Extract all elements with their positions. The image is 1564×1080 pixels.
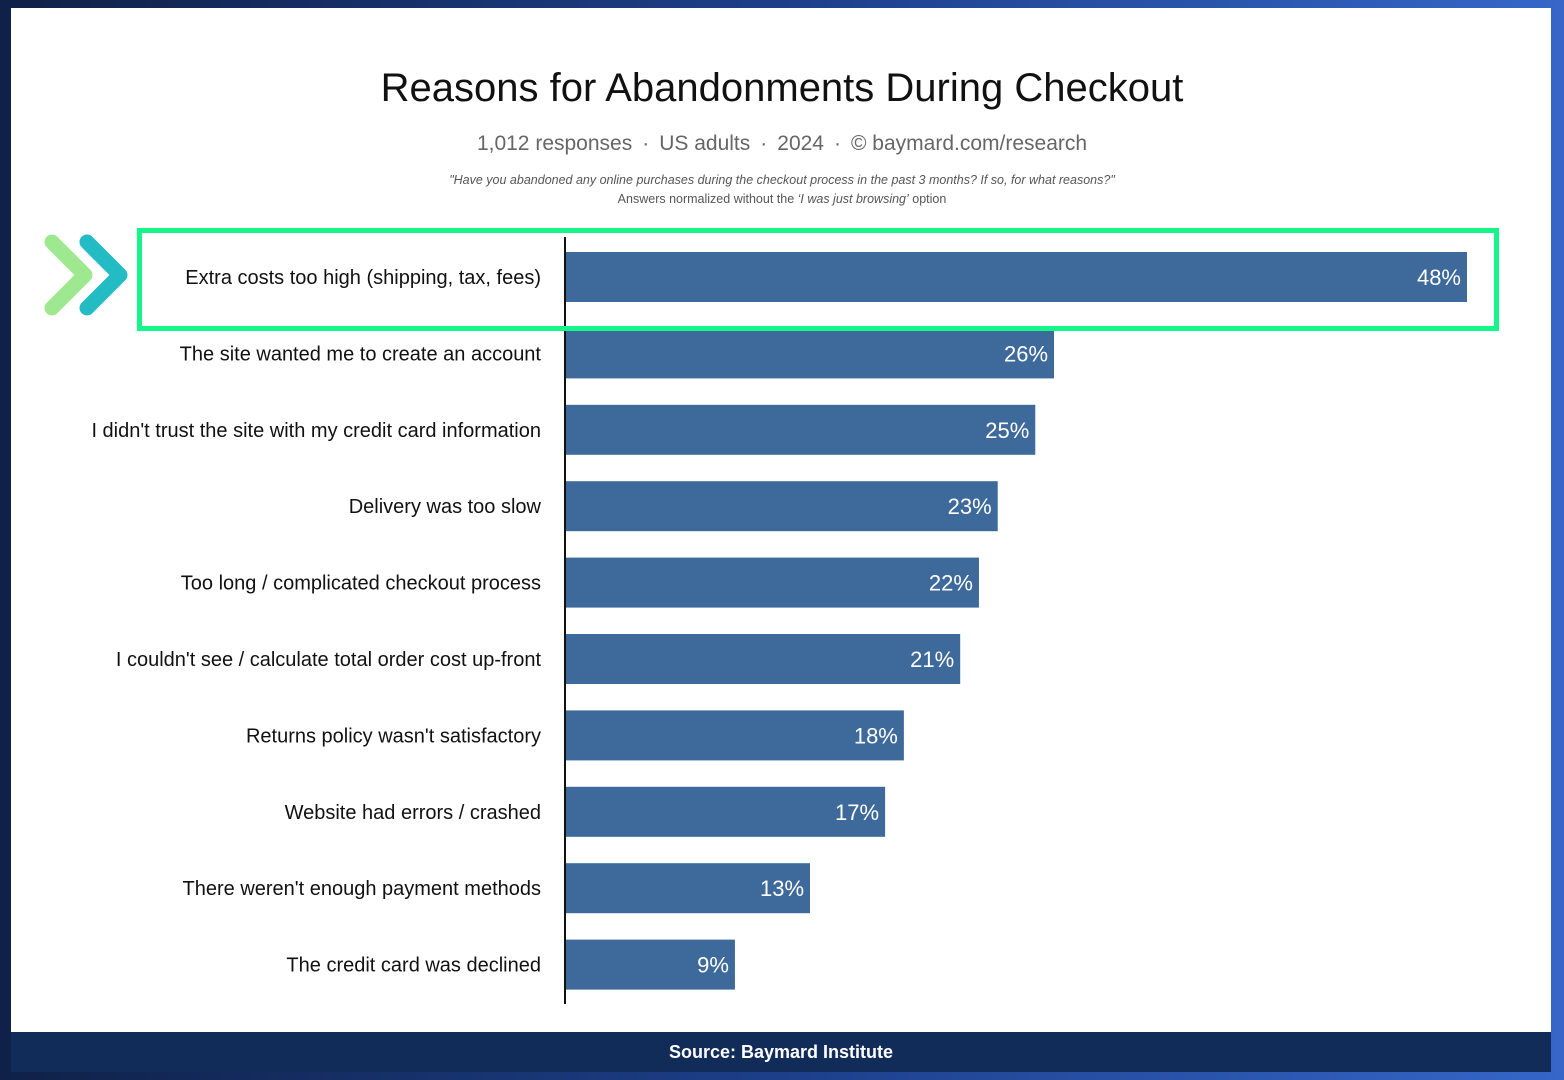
- double-chevron-icon: [44, 234, 128, 316]
- category-label: Extra costs too high (shipping, tax, fee…: [185, 267, 541, 289]
- bar: [566, 557, 979, 608]
- note-prefix: Answers normalized without the: [617, 192, 798, 206]
- category-label: Delivery was too slow: [349, 496, 542, 518]
- bar-value-label: 21%: [910, 647, 954, 672]
- bar-value-label: 13%: [760, 876, 804, 901]
- subtitle-responses: 1,012 responses: [476, 132, 633, 155]
- subtitle-population: US adults: [659, 132, 751, 155]
- source-footer: Source: Baymard Institute: [11, 1032, 1551, 1072]
- bar-value-label: 26%: [1004, 341, 1048, 366]
- survey-note: Answers normalized without the ‘I was ju…: [0, 192, 1564, 206]
- chart-subtitle: 1,012 responses · US adults · 2024 · © baymard…: [476, 132, 1088, 155]
- bar: [566, 939, 735, 990]
- bar-value-label: 22%: [929, 571, 973, 596]
- bar: [566, 328, 1055, 379]
- bar: [566, 863, 811, 914]
- bar: [566, 634, 961, 684]
- category-label: Returns policy wasn't satisfactory: [246, 725, 541, 747]
- bar-value-label: 18%: [854, 723, 898, 748]
- bar-value-label: 17%: [835, 800, 879, 825]
- category-label: The site wanted me to create an account: [180, 343, 542, 365]
- bar: [566, 786, 886, 837]
- note-suffix: option: [908, 192, 947, 206]
- bar: [566, 404, 1036, 455]
- subtitle-source: © baymard.com/research: [850, 132, 1088, 155]
- bar: [566, 710, 904, 761]
- subtitle-year: 2024: [777, 132, 824, 155]
- bar-value-label: 23%: [948, 494, 992, 519]
- category-label: Too long / complicated checkout process: [181, 573, 541, 595]
- category-label: The credit card was declined: [286, 955, 541, 977]
- category-label: Website had errors / crashed: [285, 802, 541, 824]
- bar: [566, 481, 998, 532]
- category-label: I didn't trust the site with my credit c…: [91, 420, 541, 442]
- bar: [566, 252, 1467, 302]
- category-label: There weren't enough payment methods: [183, 878, 541, 900]
- survey-question: "Have you abandoned any online purchases…: [449, 173, 1115, 187]
- bar-value-label: 48%: [1417, 265, 1461, 290]
- bar-value-label: 25%: [985, 418, 1029, 443]
- note-emphasis: ‘I was just browsing’: [797, 192, 909, 206]
- bar-value-label: 9%: [697, 953, 729, 978]
- chart-title: Reasons for Abandonments During Checkout: [380, 66, 1184, 110]
- category-label: I couldn't see / calculate total order c…: [116, 649, 542, 671]
- highlight-box: [137, 228, 1499, 331]
